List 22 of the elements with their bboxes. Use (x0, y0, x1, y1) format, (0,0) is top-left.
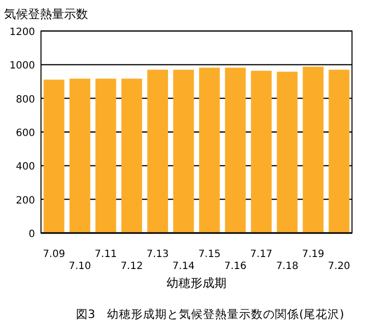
x-axis-title: 幼穂形成期 (166, 276, 226, 290)
x-tick-label: 7.09 (42, 249, 66, 260)
x-tick-label: 7.16 (224, 261, 247, 272)
x-tick-label: 7.10 (68, 261, 92, 272)
x-tick-label: 7.17 (250, 249, 272, 260)
x-tick-label: 7.13 (146, 249, 169, 260)
y-tick-label: 800 (16, 94, 35, 106)
y-tick-label: 1000 (10, 60, 35, 72)
y-tick-label: 1200 (10, 27, 35, 38)
text: 図3 幼穂形成期と気候登熱量示数の関係(尾花沢) (76, 307, 344, 321)
y-axis-title: 気候登熱量示数 (4, 7, 88, 21)
y-tick-label: 200 (16, 195, 35, 206)
x-tick-label: 7.19 (302, 249, 324, 260)
x-tick-label: 7.11 (94, 249, 117, 260)
x-tick-label: 7.14 (172, 261, 195, 272)
x-tick-label: 7.20 (328, 261, 350, 272)
x-tick-label: 7.12 (120, 261, 143, 272)
y-tick-label: 0 (28, 229, 35, 240)
y-tick-label: 600 (16, 128, 35, 139)
x-tick-label: 7.18 (276, 261, 298, 272)
x-tick-label: 7.15 (198, 249, 221, 260)
y-tick-label: 400 (16, 162, 35, 173)
